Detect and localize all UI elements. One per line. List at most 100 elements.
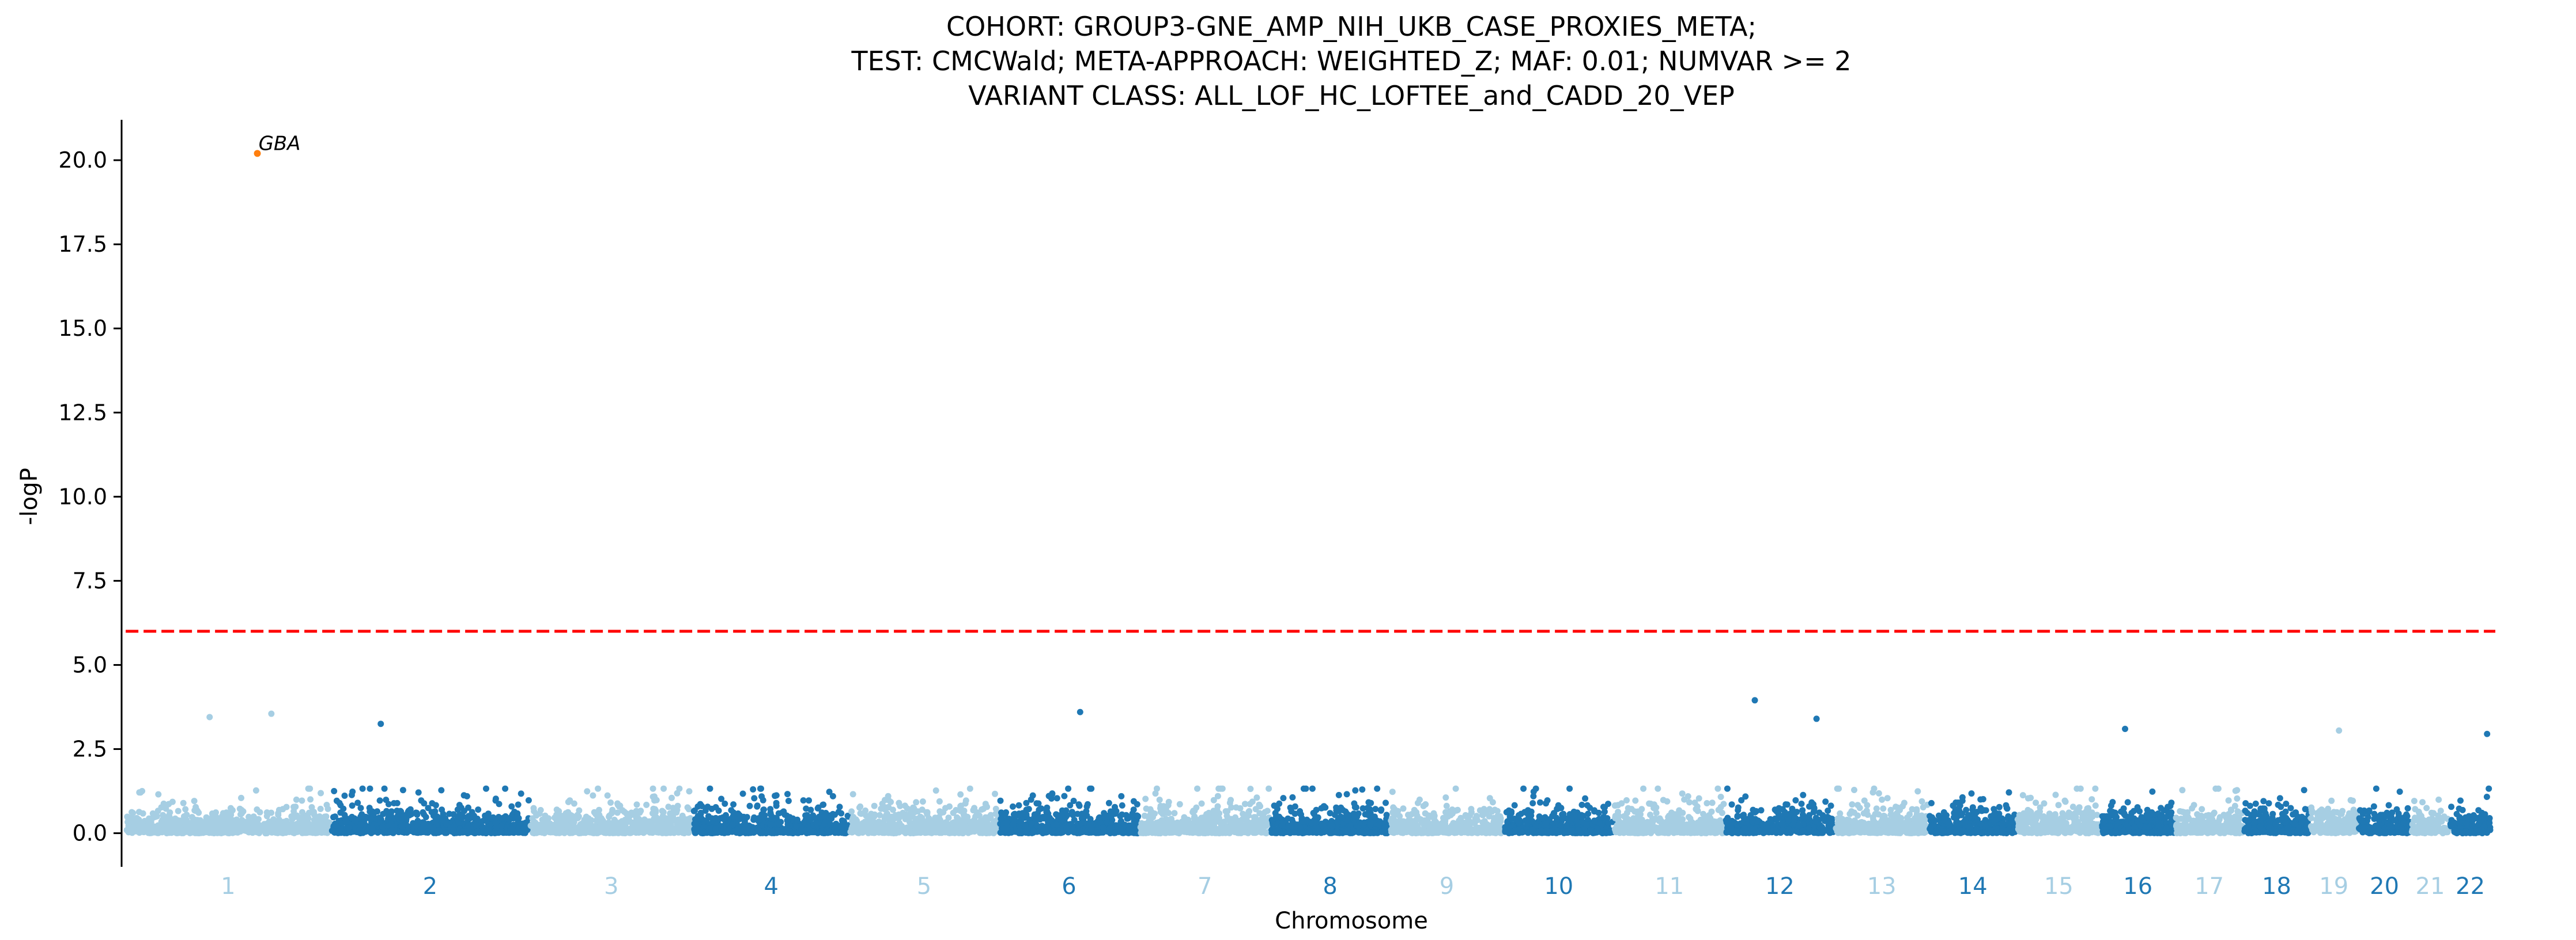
data-point <box>1176 801 1183 808</box>
data-point <box>1308 820 1315 827</box>
data-point <box>987 815 994 822</box>
data-point <box>330 814 337 821</box>
data-point <box>399 823 406 830</box>
data-point <box>806 817 813 824</box>
chromosome-9-points <box>1388 785 1506 836</box>
data-point <box>184 822 191 829</box>
data-point <box>768 812 775 818</box>
data-point <box>758 793 765 800</box>
data-point <box>282 829 289 836</box>
data-point <box>1356 828 1363 835</box>
data-point <box>533 810 539 817</box>
data-point <box>1247 786 1254 793</box>
data-point <box>741 814 748 821</box>
data-point <box>1352 787 1359 794</box>
data-point <box>1208 829 1215 836</box>
data-point <box>1035 800 1042 807</box>
data-point <box>998 816 1004 822</box>
data-point <box>649 793 656 800</box>
data-point <box>383 797 390 803</box>
data-point <box>819 829 826 836</box>
data-point <box>760 806 767 813</box>
data-point <box>1252 806 1259 813</box>
data-point <box>1372 806 1379 813</box>
data-point <box>1200 829 1207 836</box>
data-point <box>1251 814 1257 821</box>
data-point <box>1243 817 1250 824</box>
data-point <box>399 787 406 794</box>
data-point <box>784 829 790 835</box>
data-point <box>1189 809 1196 816</box>
title-line-3: VARIANT CLASS: ALL_LOF_HC_LOFTEE_and_CAD… <box>968 80 1735 111</box>
data-point <box>341 793 348 799</box>
data-point <box>1144 827 1151 833</box>
data-point <box>415 789 422 796</box>
data-point <box>746 802 753 809</box>
data-point <box>1344 827 1351 834</box>
data-point <box>496 801 503 808</box>
data-point <box>900 809 906 816</box>
data-point <box>1036 806 1043 813</box>
data-point <box>1232 814 1238 821</box>
data-point <box>858 828 864 835</box>
data-point <box>562 810 569 817</box>
data-point <box>1171 810 1178 817</box>
data-point <box>1383 799 1389 806</box>
data-point <box>801 819 808 825</box>
data-point <box>848 808 855 815</box>
data-point <box>648 823 655 830</box>
data-point <box>693 825 700 832</box>
data-point <box>421 811 428 818</box>
data-point <box>506 816 513 823</box>
data-point <box>1163 809 1170 816</box>
data-point <box>660 785 667 792</box>
data-point <box>815 813 822 820</box>
data-point <box>1353 804 1359 811</box>
data-point <box>275 812 282 818</box>
data-point <box>474 828 481 835</box>
data-point <box>1152 790 1159 797</box>
data-point <box>980 805 987 812</box>
data-point <box>283 825 290 832</box>
data-point <box>1078 815 1085 822</box>
data-point <box>769 828 776 835</box>
data-point <box>1320 803 1327 810</box>
data-point <box>1018 819 1025 826</box>
data-point <box>450 827 457 833</box>
data-point <box>471 812 477 819</box>
data-point <box>576 825 583 832</box>
data-point <box>1126 825 1133 831</box>
data-point <box>705 813 712 820</box>
data-point <box>125 829 132 836</box>
data-point <box>443 821 450 828</box>
data-point <box>759 829 766 836</box>
data-point <box>218 822 225 829</box>
data-point <box>514 813 521 820</box>
data-point <box>502 785 509 792</box>
data-point <box>145 822 152 829</box>
data-point <box>367 808 373 815</box>
data-point <box>369 825 376 831</box>
data-point <box>746 829 753 836</box>
data-point <box>790 830 796 837</box>
data-point <box>901 802 908 809</box>
data-point <box>342 818 349 824</box>
data-point <box>940 809 947 816</box>
data-point <box>203 817 210 824</box>
title-line-1: COHORT: GROUP3-GNE_AMP_NIH_UKB_CASE_PROX… <box>946 11 1757 42</box>
data-point <box>483 785 489 792</box>
data-point <box>1264 808 1271 814</box>
data-point <box>971 805 978 812</box>
data-point <box>720 815 727 822</box>
data-point <box>172 817 179 824</box>
data-point <box>420 825 426 832</box>
data-point <box>1057 812 1064 818</box>
data-point <box>809 829 815 836</box>
data-point <box>532 829 539 836</box>
data-point <box>125 822 132 829</box>
data-point <box>592 811 599 818</box>
data-point <box>1327 810 1334 817</box>
data-point <box>1124 815 1131 822</box>
data-point <box>515 801 522 808</box>
data-point <box>191 798 198 805</box>
